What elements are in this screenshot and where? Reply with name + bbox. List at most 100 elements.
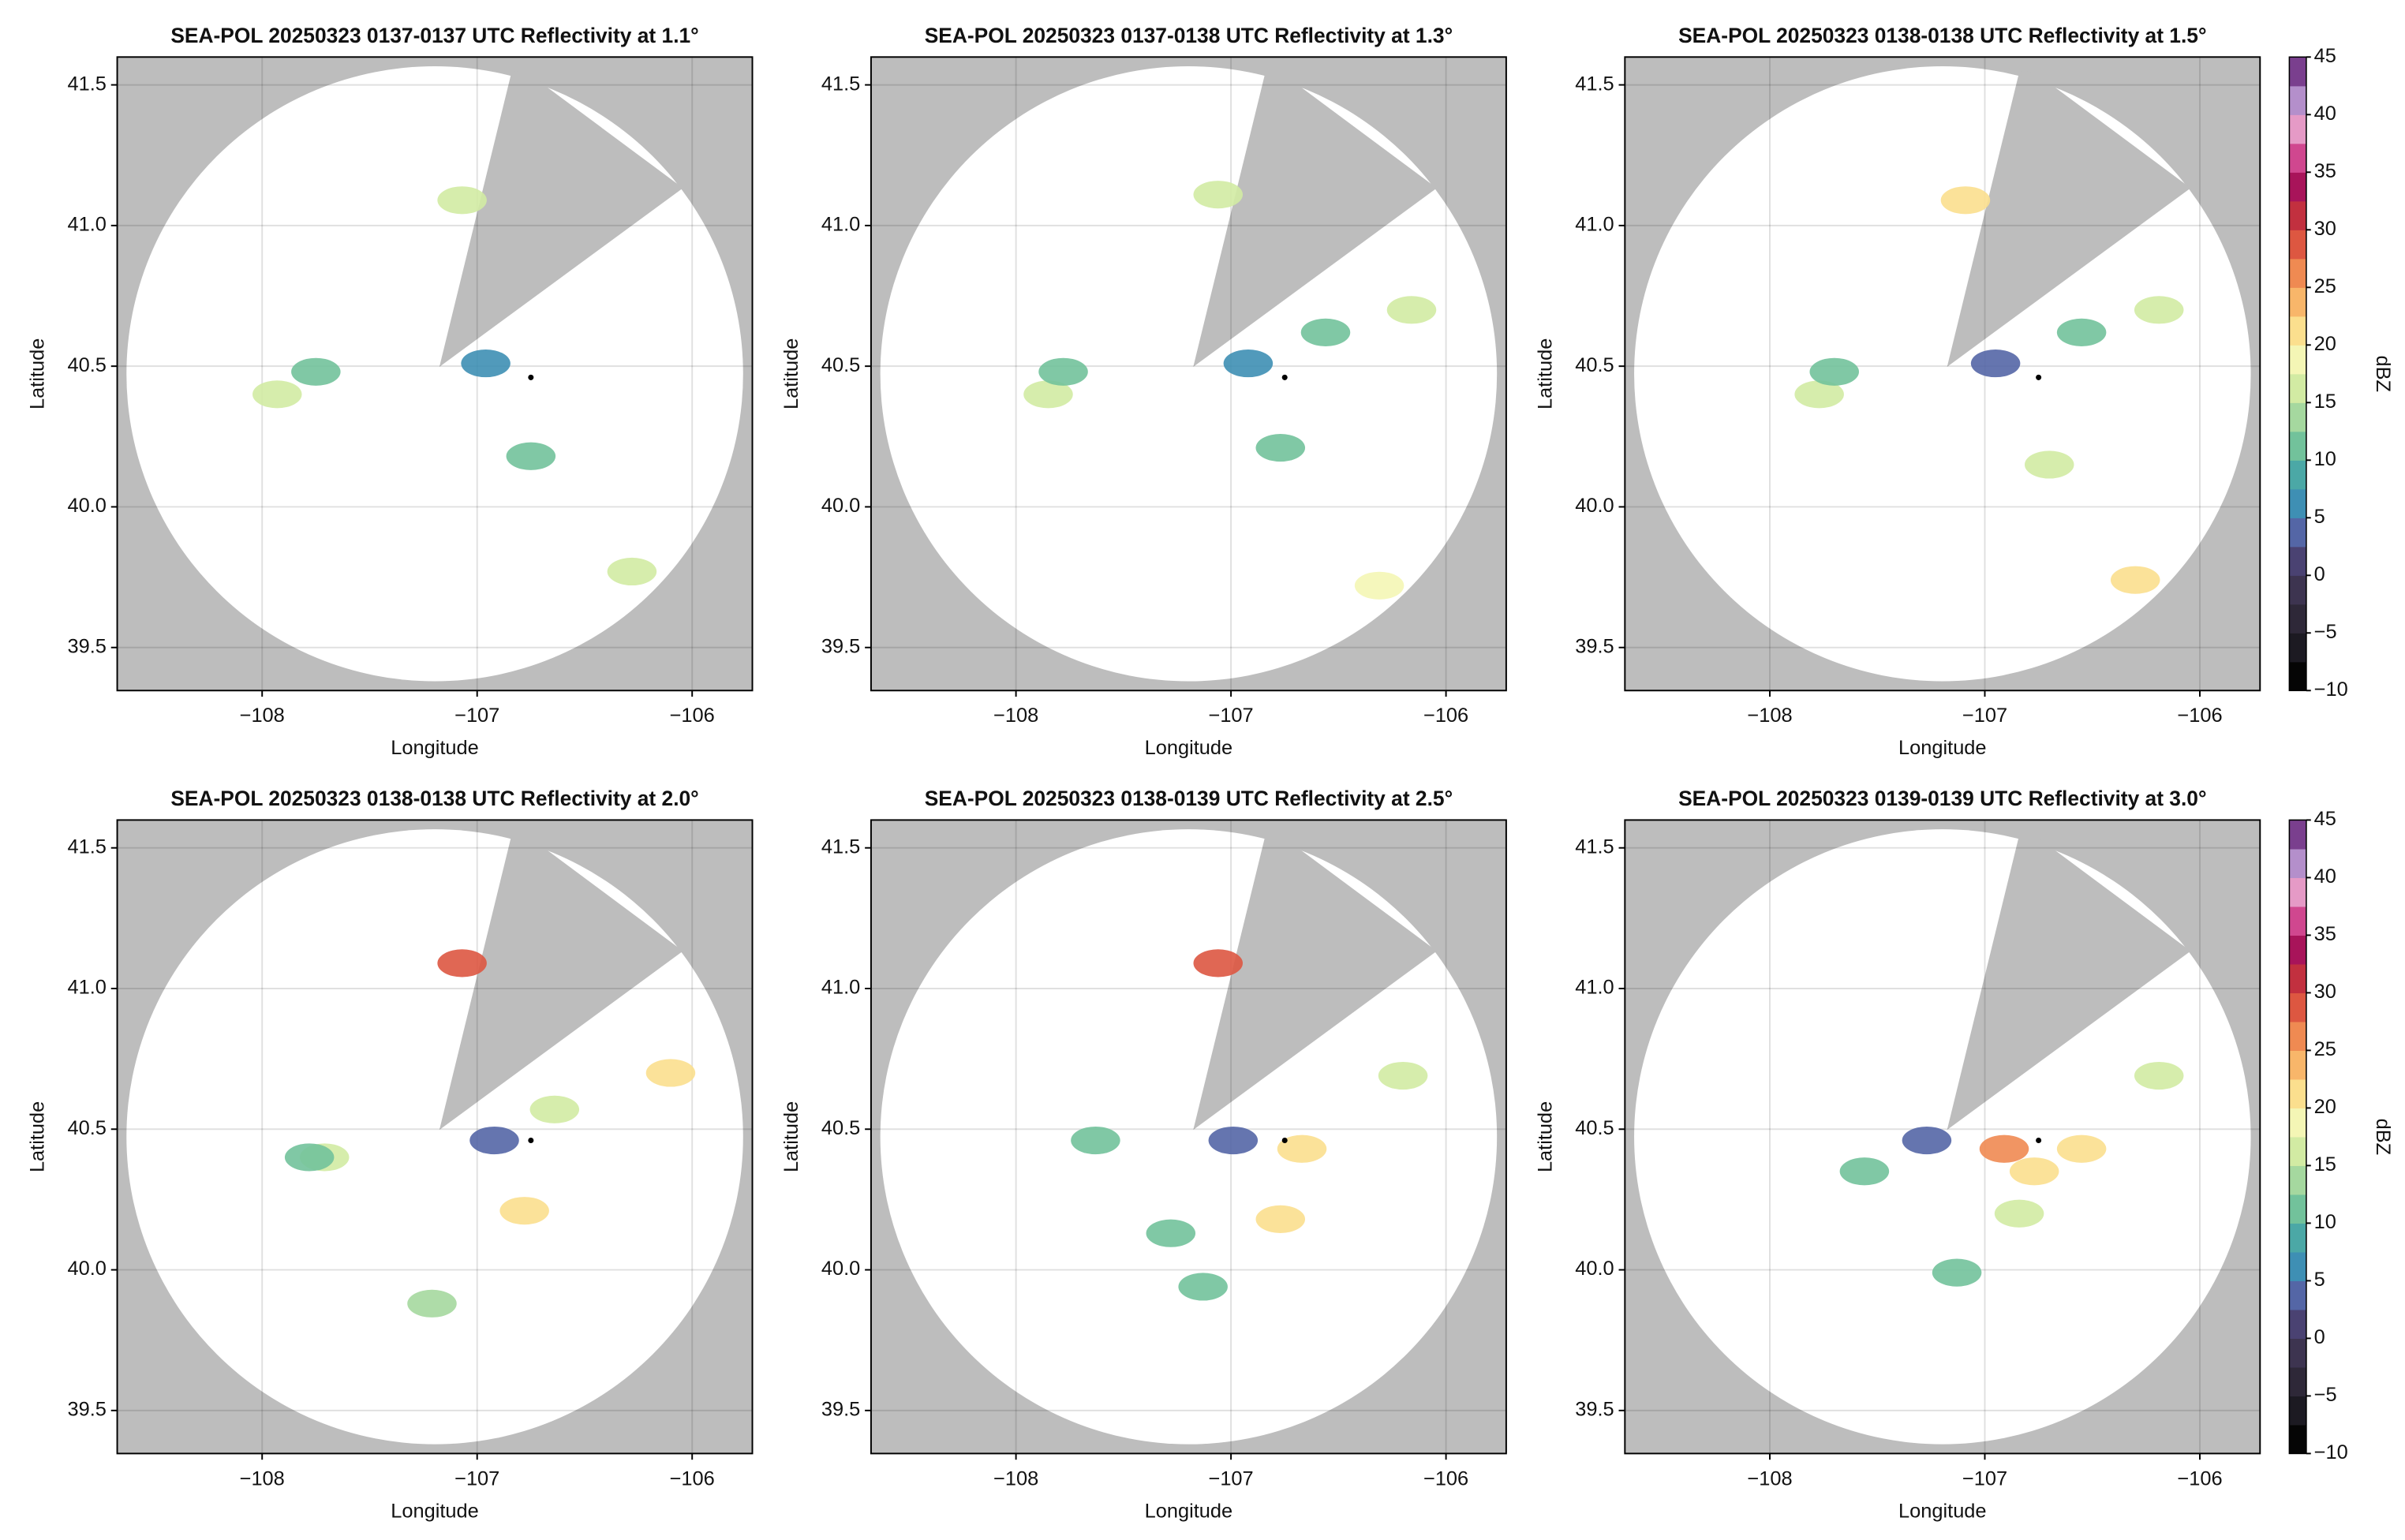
x-axis-label: Longitude xyxy=(1898,1500,1986,1522)
colorbar-swatch xyxy=(2289,345,2306,375)
colorbar-tick-label: 5 xyxy=(2314,1269,2325,1291)
colorbar-label: dBZ xyxy=(2372,1119,2394,1156)
colorbar-swatch xyxy=(2289,85,2306,115)
radar-site xyxy=(1281,1138,1288,1144)
colorbar-swatch xyxy=(2289,575,2306,605)
y-tick-label: 41.0 xyxy=(67,214,106,236)
colorbar-tick-label: 45 xyxy=(2314,808,2336,830)
colorbar-swatch xyxy=(2289,172,2306,202)
y-tick-label: 41.0 xyxy=(1575,214,1614,236)
colorbar-swatch xyxy=(2289,604,2306,634)
x-tick-label: −107 xyxy=(1209,705,1254,727)
colorbar-swatch xyxy=(2289,1338,2306,1368)
y-tick-label: 41.5 xyxy=(1575,835,1614,858)
echo-cell xyxy=(1071,1126,1120,1155)
echo-cell xyxy=(607,557,657,586)
colorbar-swatch xyxy=(2289,963,2306,993)
colorbar-swatch xyxy=(2289,143,2306,173)
y-tick-label: 39.5 xyxy=(67,635,106,657)
echo-cell xyxy=(1023,380,1073,409)
colorbar-swatch xyxy=(2289,258,2306,288)
colorbar-swatch xyxy=(2289,488,2306,518)
echo-cell xyxy=(2134,296,2184,324)
coverage-disk xyxy=(126,66,743,682)
colorbar-swatch xyxy=(2289,57,2306,87)
colorbar-swatch xyxy=(2289,518,2306,548)
colorbar-tick-label: 45 xyxy=(2314,45,2336,67)
y-axis-label: Latitude xyxy=(1534,1101,1556,1172)
x-tick-label: −106 xyxy=(2177,1467,2222,1490)
echo-cell xyxy=(407,1289,457,1318)
colorbar-tick-label: 10 xyxy=(2314,1211,2336,1233)
colorbar-tick-label: 30 xyxy=(2314,981,2336,1003)
axes-frame xyxy=(1624,56,2261,692)
colorbar-swatch xyxy=(2289,1309,2306,1339)
x-axis-label: Longitude xyxy=(1145,1500,1232,1522)
colorbar-swatch xyxy=(2289,316,2306,346)
echo-cell xyxy=(1940,186,1991,215)
colorbar-tick-label: −10 xyxy=(2314,1441,2348,1463)
echo-cell xyxy=(437,949,487,977)
blocked-sector xyxy=(1947,833,2191,1131)
y-tick-label: 39.5 xyxy=(67,1399,106,1421)
y-tick-label: 40.0 xyxy=(821,495,860,517)
radar-site xyxy=(2036,374,2042,380)
y-tick-label: 40.0 xyxy=(67,1258,106,1280)
y-tick-label: 41.0 xyxy=(821,214,860,236)
echo-cell xyxy=(1223,349,1274,378)
chart-title: SEA-POL 20250323 0137-0137 UTC Reflectiv… xyxy=(170,24,698,47)
x-tick-label: −106 xyxy=(1423,705,1468,727)
colorbar-swatch xyxy=(2289,1136,2306,1166)
blocked-sector xyxy=(439,70,683,367)
colorbar-tick-label: 30 xyxy=(2314,218,2336,240)
x-tick-label: −108 xyxy=(993,705,1038,727)
blocked-sector xyxy=(439,833,683,1131)
y-tick-label: 40.5 xyxy=(67,1117,106,1139)
colorbar-swatch xyxy=(2289,1194,2306,1224)
colorbar-tick-label: 5 xyxy=(2314,506,2325,528)
y-tick-label: 40.5 xyxy=(1575,1117,1614,1139)
panel: −108 −107 −106 39.5 40.0 40.5 41.0 41.5 SEA-POL … xyxy=(780,787,1507,1522)
echo-cell xyxy=(1994,1199,2044,1228)
chart-title: SEA-POL 20250323 0137-0138 UTC Reflectiv… xyxy=(925,24,1453,47)
colorbar-swatch xyxy=(2289,906,2306,936)
x-tick-label: −106 xyxy=(670,705,715,727)
colorbar-swatch xyxy=(2289,373,2306,403)
colorbar-swatch xyxy=(2289,287,2306,317)
plot-area xyxy=(117,820,753,1454)
echo-cell xyxy=(252,380,302,409)
colorbar-swatch xyxy=(2289,230,2306,260)
plot-area xyxy=(1625,820,2261,1454)
axes-frame xyxy=(116,56,754,692)
colorbar-frame xyxy=(2288,56,2307,692)
echo-cell xyxy=(437,186,487,215)
colorbar-swatch xyxy=(2289,460,2306,490)
echo-cell xyxy=(1386,296,1437,324)
echo-cell xyxy=(284,1143,335,1172)
colorbar-swatch xyxy=(2289,935,2306,965)
y-tick-label: 39.5 xyxy=(821,635,860,657)
x-axis-label: Longitude xyxy=(391,1500,478,1522)
echo-cell xyxy=(1277,1134,1327,1163)
y-tick-label: 41.0 xyxy=(1575,977,1614,999)
plot-area xyxy=(117,57,753,691)
x-tick-label: −108 xyxy=(993,1467,1038,1490)
y-tick-label: 41.0 xyxy=(821,977,860,999)
colorbar-tick-label: 15 xyxy=(2314,391,2336,413)
echo-cell xyxy=(1193,949,1244,977)
x-tick-label: −106 xyxy=(2177,705,2222,727)
colorbar-tick-label: 20 xyxy=(2314,333,2336,355)
y-tick-label: 40.5 xyxy=(1575,354,1614,376)
x-tick-label: −108 xyxy=(1747,705,1792,727)
y-tick-label: 41.5 xyxy=(821,73,860,95)
y-tick-label: 39.5 xyxy=(1575,1399,1614,1421)
echo-cell xyxy=(1193,181,1244,209)
y-tick-label: 40.5 xyxy=(821,1117,860,1139)
x-tick-label: −107 xyxy=(1962,705,2007,727)
x-tick-label: −107 xyxy=(454,1467,499,1490)
plot-area xyxy=(870,57,1506,691)
chart-title: SEA-POL 20250323 0138-0138 UTC Reflectiv… xyxy=(1678,24,2206,47)
colorbar-tick-label: −5 xyxy=(2314,621,2337,643)
echo-cell xyxy=(1970,349,2021,378)
colorbar-frame xyxy=(2288,819,2307,1455)
